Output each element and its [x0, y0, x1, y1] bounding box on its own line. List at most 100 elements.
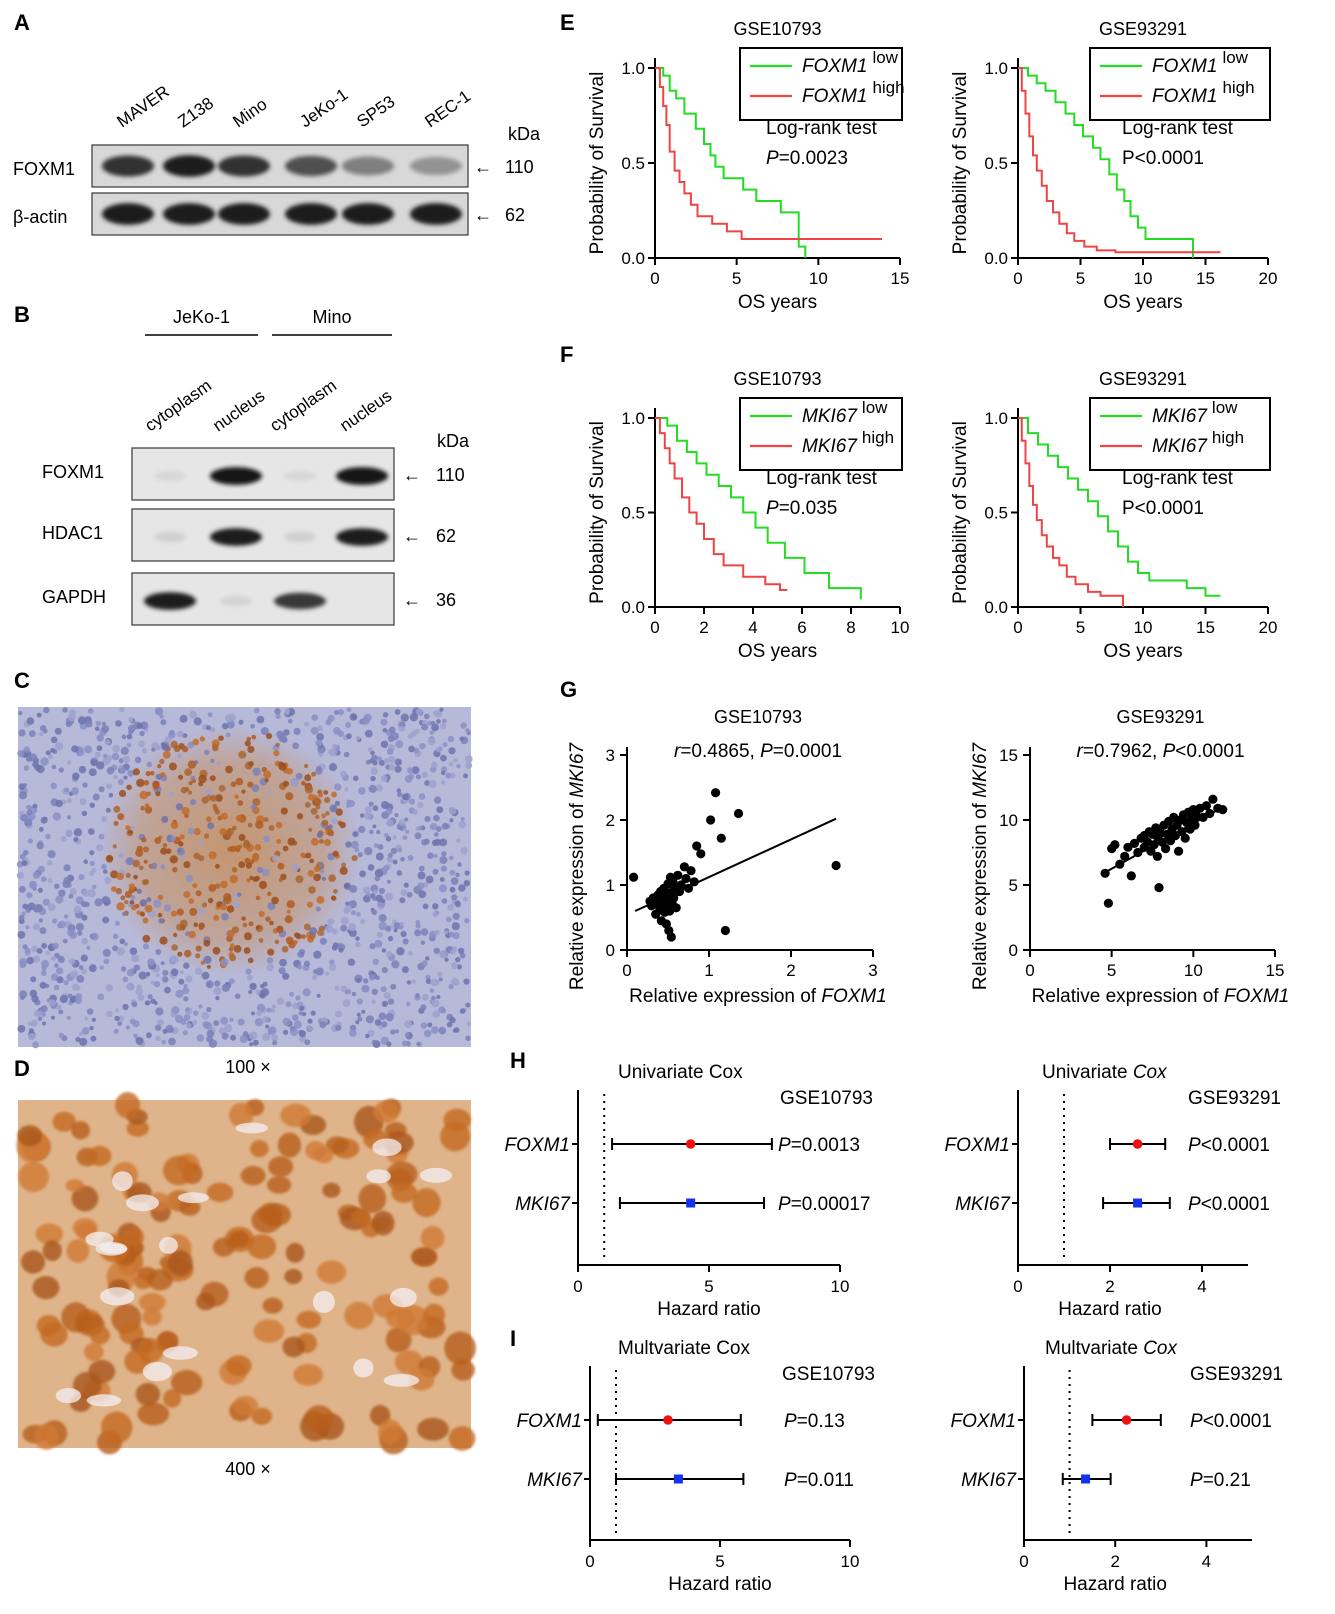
cell [112, 945, 119, 952]
x-tick-label: 0 [622, 961, 631, 980]
cell [55, 895, 64, 904]
cell [342, 999, 351, 1008]
nucleus [251, 1407, 273, 1425]
band [284, 531, 316, 543]
blot-row: FOXM1 ← 110 [13, 144, 534, 188]
cell [183, 861, 191, 869]
data-point [1154, 883, 1164, 893]
x-tick-label: 5 [732, 269, 741, 288]
cell [404, 1032, 410, 1037]
nucleus [412, 1188, 441, 1218]
cell [365, 1015, 374, 1024]
cell [444, 930, 449, 935]
cell [400, 889, 408, 896]
cell [258, 938, 264, 943]
nucleus [428, 1277, 449, 1296]
cell [168, 731, 176, 739]
correlation-stat: r=0.4865, P=0.0001 [674, 741, 842, 762]
nucleus [451, 1359, 475, 1381]
data-point [676, 880, 686, 890]
cell [159, 936, 168, 945]
data-point [696, 849, 706, 859]
nucleus [137, 1402, 170, 1426]
cell [60, 835, 67, 842]
cell [21, 911, 26, 916]
cell [104, 876, 112, 884]
cell [170, 821, 179, 829]
nucleus [196, 1292, 216, 1311]
nucleus [304, 1405, 334, 1433]
cell [246, 736, 252, 742]
nucleus [65, 1179, 85, 1192]
data-point [1180, 833, 1190, 843]
cell [128, 830, 133, 835]
x-tick-label: 0 [1019, 1552, 1028, 1571]
cell [201, 902, 207, 908]
cell [418, 865, 425, 872]
cell [175, 803, 183, 811]
hazard-ratio-point [1132, 1139, 1143, 1149]
cell [388, 726, 396, 734]
band [220, 595, 252, 607]
cell [275, 821, 283, 829]
cell [447, 735, 455, 743]
x-tick-label: 5 [715, 1552, 724, 1571]
cell [464, 917, 470, 924]
cell [20, 854, 25, 859]
band [210, 467, 262, 485]
cell [73, 837, 79, 842]
cell [57, 955, 65, 964]
p-value: =0.21 [1203, 1470, 1251, 1491]
cell [31, 945, 38, 953]
lumen [55, 1388, 82, 1404]
cell [146, 897, 152, 903]
cell [262, 868, 270, 877]
km-chart-E-left: GSE10793 0 5 10 15 0.0 0.5 1.0 OS years Probabili… [587, 19, 909, 313]
cell [364, 847, 373, 856]
row-gene-label: MKI67 [515, 1194, 571, 1215]
cell [328, 874, 336, 882]
cell [40, 757, 49, 766]
data-point [831, 860, 841, 871]
cell [218, 784, 226, 792]
band [342, 203, 394, 225]
x-tick-label: 8 [846, 618, 855, 637]
cell [142, 846, 150, 853]
cell [88, 964, 97, 973]
cell [134, 756, 142, 764]
cell [267, 948, 275, 956]
cell [254, 1018, 263, 1027]
ihc-cells [16, 706, 473, 1049]
arrow-icon: ← [403, 465, 421, 485]
cell [153, 899, 162, 908]
cell [335, 1010, 342, 1018]
cell [87, 889, 96, 898]
y-tick-label: 1.0 [984, 59, 1008, 78]
y-tick-label: 0.0 [984, 598, 1008, 617]
cell [442, 742, 448, 748]
cell [182, 1030, 188, 1036]
cell [245, 968, 252, 975]
chart-title: GSE10793 [714, 707, 802, 727]
cell [431, 999, 440, 1008]
band [102, 203, 154, 225]
y-tick-label: 15 [999, 746, 1018, 765]
lumen [353, 1358, 374, 1378]
y-tick-label: 1 [606, 876, 615, 895]
legend-gene: MKI67 [802, 406, 858, 427]
cell [318, 838, 324, 844]
cell [256, 925, 260, 930]
cell [372, 760, 378, 766]
x-axis-label: OS years [1103, 641, 1182, 662]
cell [125, 1025, 131, 1030]
cell [446, 1021, 453, 1028]
cell [185, 1007, 190, 1012]
cell [349, 884, 358, 893]
lumen [372, 1138, 402, 1157]
cell [398, 819, 406, 827]
cell [79, 1037, 88, 1046]
cell [212, 946, 221, 955]
data-point [1218, 805, 1228, 815]
cell [332, 850, 339, 857]
cell [327, 828, 334, 835]
